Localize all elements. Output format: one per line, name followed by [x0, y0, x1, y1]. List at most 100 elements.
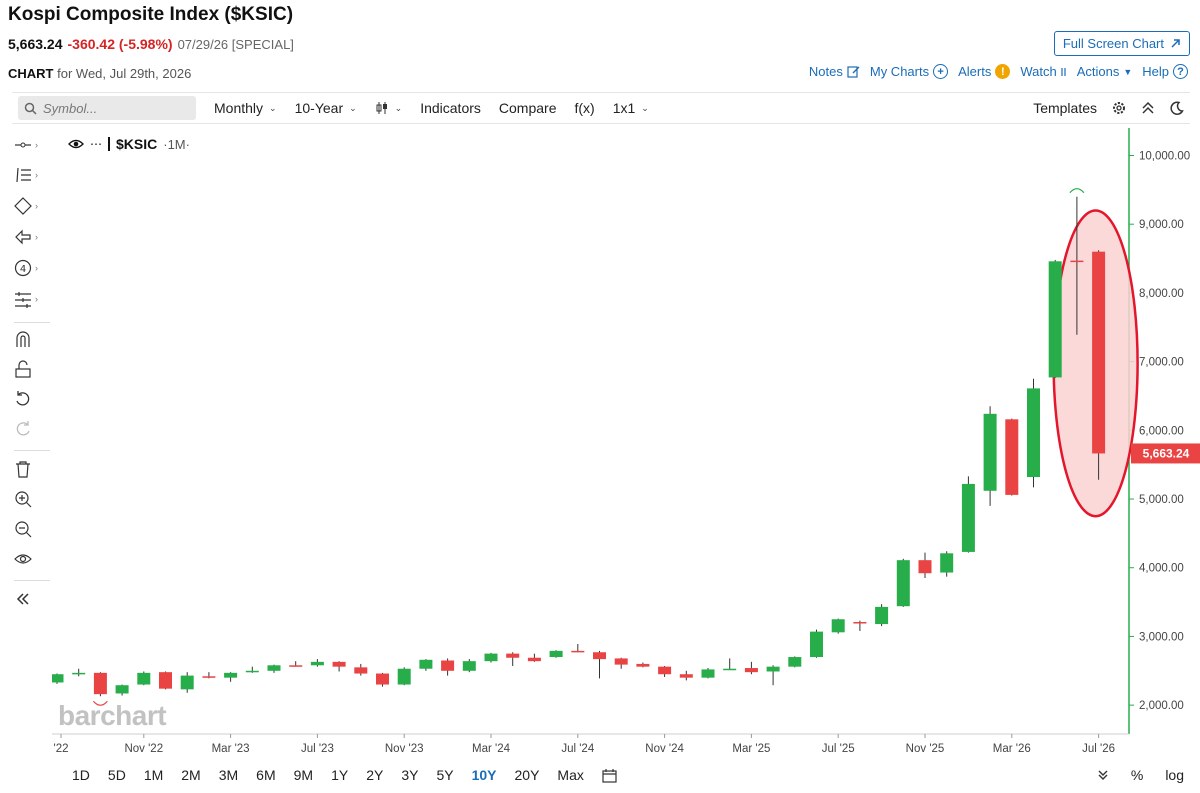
- y-tick-label: 3,000.00: [1139, 631, 1184, 643]
- period-select[interactable]: Monthly ⌄: [214, 100, 277, 116]
- candle-body: [788, 657, 802, 667]
- tool-measure[interactable]: ›: [14, 286, 54, 312]
- range-9m[interactable]: 9M: [293, 767, 314, 783]
- range-5y[interactable]: 5Y: [436, 767, 454, 783]
- actions-label: Actions: [1076, 64, 1120, 79]
- svg-text:4: 4: [20, 264, 26, 275]
- double-chevron-down-icon[interactable]: [1097, 769, 1109, 781]
- zoom-in-button[interactable]: [14, 486, 54, 512]
- candle-body: [658, 666, 672, 675]
- range-1d[interactable]: 1D: [72, 767, 90, 783]
- chevron-down-icon: ▼: [1123, 66, 1133, 77]
- x-tick-label: Jul '23: [301, 743, 334, 755]
- chart-panel[interactable]: 2,000.00 3,000.00 4,000.00 5,000.00 6,000.00…: [52, 128, 1200, 762]
- candle-body: [853, 622, 867, 624]
- percent-scale-toggle[interactable]: %: [1130, 767, 1144, 783]
- high-marker: [1069, 188, 1085, 194]
- delete-drawings-button[interactable]: [14, 456, 54, 482]
- dark-mode-icon[interactable]: [1169, 100, 1184, 116]
- candle-body: [961, 483, 975, 552]
- last-price-badge: [1131, 443, 1200, 464]
- double-chevron-left-icon: [16, 593, 29, 605]
- y-tick-label: 4,000.00: [1139, 563, 1184, 575]
- x-tick-label: Mar '24: [472, 743, 511, 755]
- range-1m[interactable]: 1M: [143, 767, 164, 783]
- candle-body: [159, 672, 172, 689]
- help-link[interactable]: Help ?: [1142, 64, 1188, 79]
- range-3y[interactable]: 3Y: [401, 767, 419, 783]
- low-marker: [92, 700, 108, 706]
- full-screen-label: Full Screen Chart: [1062, 36, 1164, 51]
- trash-icon: [16, 461, 30, 478]
- range-10y[interactable]: 10Y: [471, 767, 497, 783]
- candle-body: [1005, 419, 1019, 495]
- range-2y[interactable]: 2Y: [366, 767, 384, 783]
- more-options-icon[interactable]: ⋯: [90, 137, 102, 151]
- log-scale-toggle[interactable]: log: [1165, 767, 1184, 783]
- range-3m[interactable]: 3M: [218, 767, 239, 783]
- candle-body: [896, 560, 910, 607]
- full-screen-chart-button[interactable]: Full Screen Chart: [1053, 31, 1190, 56]
- collapse-icon[interactable]: [1141, 101, 1155, 115]
- my-charts-link[interactable]: My Charts +: [869, 64, 949, 79]
- candle-body: [918, 560, 932, 574]
- collapse-sidebar-button[interactable]: [14, 586, 54, 612]
- undo-button[interactable]: [14, 386, 54, 412]
- x-tick-label: Jul '25: [822, 743, 855, 755]
- alerts-link[interactable]: Alerts !: [958, 64, 1011, 79]
- watch-label: Watch: [1020, 64, 1057, 79]
- range-5d[interactable]: 5D: [107, 767, 126, 783]
- range-6m[interactable]: 6M: [256, 767, 276, 783]
- chevron-down-icon: ⌄: [269, 102, 277, 113]
- price-chart[interactable]: 2,000.00 3,000.00 4,000.00 5,000.00 6,000.00…: [52, 128, 1200, 762]
- visibility-button[interactable]: [14, 546, 54, 572]
- candle-body: [354, 667, 368, 674]
- candle-body: [310, 661, 324, 666]
- range-bar: 1D 5D 1M 2M 3M 6M 9M 1Y 2Y 3Y 5Y 10Y 20Y Max % log: [52, 762, 1190, 788]
- range-max[interactable]: Max: [557, 767, 584, 783]
- tool-line[interactable]: ›: [14, 132, 54, 158]
- indicators-button[interactable]: Indicators: [420, 100, 481, 116]
- symbol-search-input[interactable]: Symbol...: [18, 96, 196, 120]
- fx-button[interactable]: f(x): [574, 100, 595, 116]
- candle-body: [1048, 261, 1062, 378]
- chevron-right-icon: ›: [35, 263, 38, 273]
- line-tool-icon: [15, 142, 31, 148]
- candle-body: [484, 653, 498, 662]
- zoom-out-button[interactable]: [14, 516, 54, 542]
- candle-body: [527, 657, 541, 662]
- tool-arrows[interactable]: ›: [14, 224, 54, 250]
- chart-for-text: for Wed, Jul 29th, 2026: [57, 66, 192, 81]
- last-price: 5,663.24: [8, 36, 63, 52]
- layout-select[interactable]: 1x1 ⌄: [613, 100, 649, 116]
- templates-button[interactable]: Templates: [1033, 100, 1097, 116]
- y-tick-label: 7,000.00: [1139, 357, 1184, 369]
- notes-link[interactable]: Notes: [809, 64, 860, 79]
- watch-link[interactable]: Watch: [1020, 64, 1066, 79]
- tool-shapes[interactable]: ›: [14, 193, 54, 219]
- legend-symbol: $KSIC: [116, 136, 158, 152]
- y-tick-label: 8,000.00: [1139, 288, 1184, 300]
- redo-button[interactable]: [14, 416, 54, 442]
- compare-button[interactable]: Compare: [498, 100, 557, 116]
- gear-icon[interactable]: [1111, 100, 1127, 116]
- x-tick-label: Mar '25: [732, 743, 770, 755]
- chart-type-select[interactable]: ⌄: [375, 101, 402, 115]
- tool-numbers[interactable]: 4 ›: [14, 255, 54, 281]
- range-2m[interactable]: 2M: [181, 767, 201, 783]
- tool-fibonacci[interactable]: ›: [14, 162, 54, 188]
- range-1y[interactable]: 1Y: [331, 767, 349, 783]
- range-20y[interactable]: 20Y: [514, 767, 540, 783]
- undo-icon: [16, 391, 30, 406]
- range-select[interactable]: 10-Year ⌄: [295, 100, 357, 116]
- eye-icon[interactable]: [68, 138, 84, 150]
- candle-body: [831, 619, 845, 633]
- alerts-label: Alerts: [958, 64, 992, 79]
- tool-magnet[interactable]: [14, 326, 54, 352]
- tool-lock[interactable]: [14, 356, 54, 382]
- actions-menu[interactable]: Actions ▼: [1077, 64, 1133, 79]
- my-charts-label: My Charts: [869, 64, 930, 79]
- plus-circle-icon: +: [933, 64, 949, 79]
- calendar-icon[interactable]: [602, 768, 617, 783]
- redo-icon: [16, 421, 30, 436]
